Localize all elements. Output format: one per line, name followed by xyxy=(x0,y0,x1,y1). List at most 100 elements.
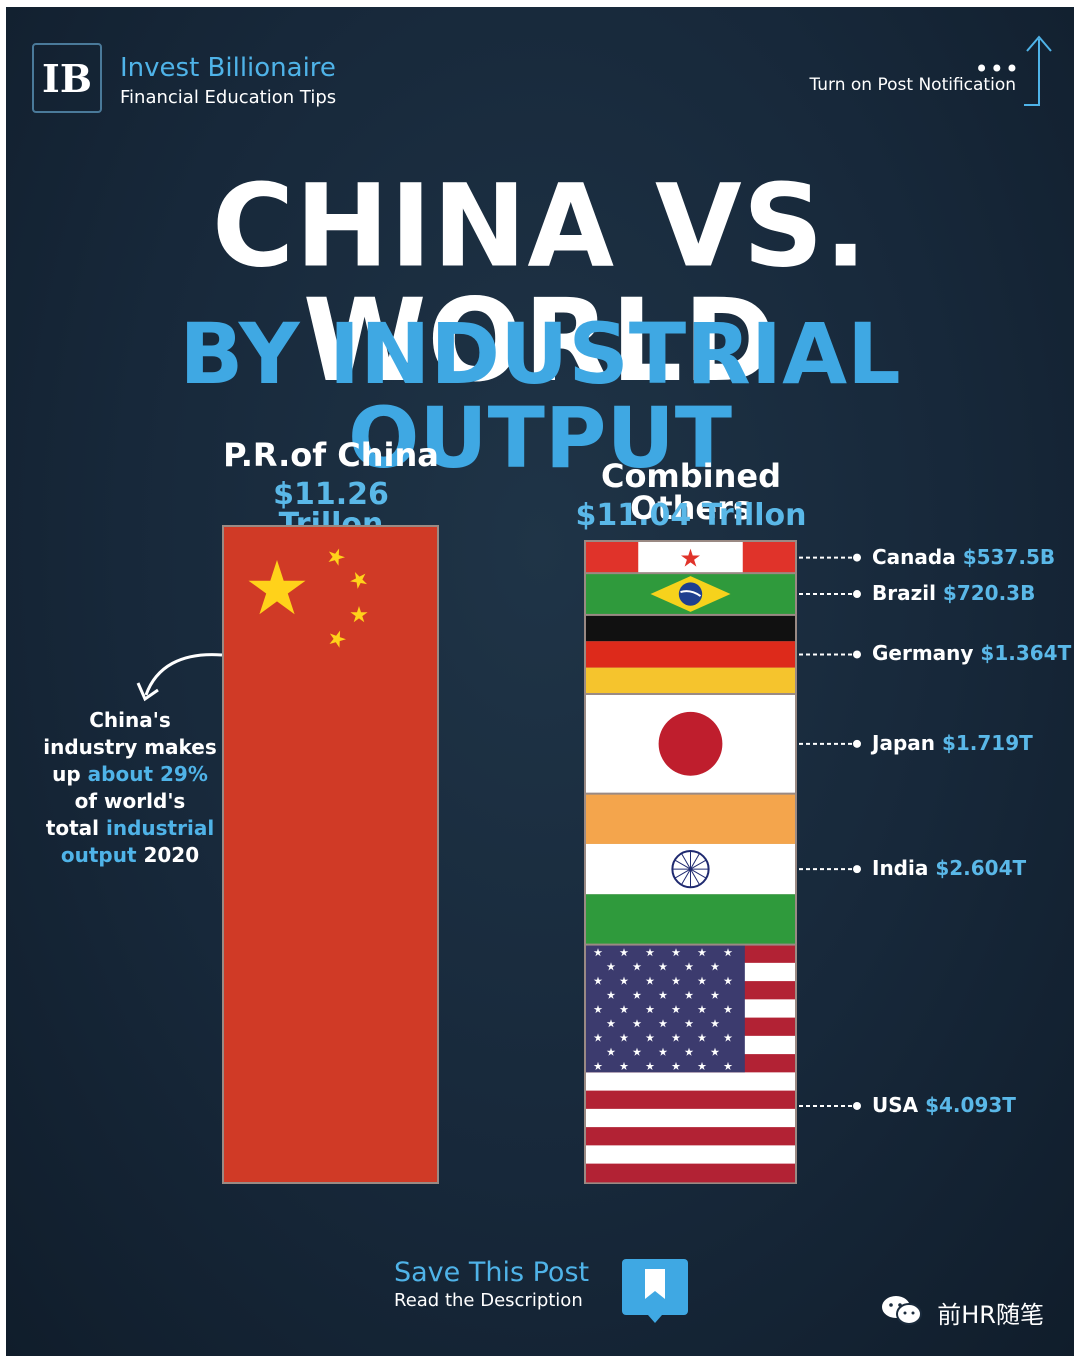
china-big-star xyxy=(248,560,306,615)
usa-star xyxy=(632,1047,642,1056)
usa-star xyxy=(671,1005,681,1014)
note-text: total xyxy=(45,816,100,840)
usa-star xyxy=(619,1061,629,1070)
usa-star xyxy=(619,1005,629,1014)
usa-star xyxy=(632,962,642,971)
brand-name: Invest Billionaire xyxy=(120,53,336,83)
watermark: 前HR随笔 xyxy=(937,1301,1044,1329)
segment-value: $1.364T xyxy=(980,641,1072,666)
logo-letter: IB xyxy=(42,55,92,101)
more-dots-icon: ••• xyxy=(974,55,1020,83)
title-line-1: CHINA VS. WORLD xyxy=(212,160,868,408)
usa-star xyxy=(593,976,603,985)
brazil-globe xyxy=(678,582,703,606)
chakra-spoke xyxy=(690,868,700,886)
maple-leaf-icon xyxy=(681,548,700,567)
usa-stripe xyxy=(586,1090,795,1110)
usa-star xyxy=(697,1061,707,1070)
segment-value: $537.5B xyxy=(962,544,1056,569)
usa-star xyxy=(697,1033,707,1042)
note-arrow-head xyxy=(136,682,159,702)
arrow-up-icon xyxy=(1024,35,1052,106)
connector-dot xyxy=(853,739,861,748)
chakra-spoke xyxy=(690,859,707,870)
usa-star xyxy=(645,1061,655,1070)
usa-star xyxy=(684,1019,694,1028)
usa-stripe xyxy=(586,1072,795,1092)
segment-divider xyxy=(586,572,795,575)
note-text: up xyxy=(52,762,81,786)
usa-star xyxy=(658,1019,668,1028)
chakra-spoke xyxy=(681,853,691,870)
usa-star xyxy=(593,1005,603,1014)
usa-star xyxy=(606,1047,616,1056)
segment-label-canada: Canada $537.5B xyxy=(872,547,1055,567)
brazil-band xyxy=(680,590,702,597)
note-highlight: about 29% xyxy=(87,762,208,786)
connector-dot xyxy=(853,865,861,874)
segment-name: USA xyxy=(872,1092,926,1117)
usa-stripe xyxy=(586,1127,795,1146)
usa-star xyxy=(671,1061,681,1070)
segment-value: $4.093T xyxy=(925,1092,1016,1117)
usa-star xyxy=(697,976,707,985)
usa-star xyxy=(710,1019,720,1028)
usa-star xyxy=(593,948,603,957)
china-small-star xyxy=(328,548,345,566)
read-description-text: Read the Description xyxy=(394,1290,583,1311)
usa-star xyxy=(593,1033,603,1042)
usa-star xyxy=(723,948,733,957)
save-post-text: Save This Post xyxy=(394,1257,590,1288)
segment-divider xyxy=(586,692,795,695)
note-text: 2020 xyxy=(143,843,200,867)
segment-divider xyxy=(586,943,795,946)
usa-star xyxy=(606,962,616,971)
usa-star xyxy=(658,990,668,999)
connector-dot xyxy=(853,1101,861,1110)
usa-star xyxy=(671,976,681,985)
segment-label-usa: USA $4.093T xyxy=(872,1095,1016,1115)
china-bar xyxy=(224,527,437,1182)
segment-value: $720.3B xyxy=(942,581,1036,606)
germany-stripe-gold xyxy=(586,667,795,694)
usa-star xyxy=(632,990,642,999)
usa-star xyxy=(645,948,655,957)
segment-divider xyxy=(586,792,795,795)
usa-star xyxy=(697,948,707,957)
usa-star xyxy=(645,1005,655,1014)
segment-name: Brazil xyxy=(872,581,943,606)
usa-star xyxy=(723,976,733,985)
note-arrow xyxy=(144,653,223,696)
usa-star xyxy=(619,1033,629,1042)
usa-star xyxy=(684,962,694,971)
usa-star xyxy=(619,976,629,985)
chakra-spoke xyxy=(674,859,691,870)
chakra-spoke xyxy=(690,868,707,879)
canada-stripe xyxy=(586,542,639,574)
segment-name: India xyxy=(872,856,936,881)
usa-star xyxy=(723,1061,733,1070)
infographic-panel: IB Invest Billionaire Financial Educatio… xyxy=(6,7,1074,1356)
germany-stripe-black xyxy=(586,614,795,642)
segment-divider xyxy=(586,613,795,616)
usa-star xyxy=(671,1033,681,1042)
connector-dot xyxy=(853,590,861,599)
segment-label-brazil: Brazil $720.3B xyxy=(872,583,1035,603)
usa-star xyxy=(710,1047,720,1056)
others-value: $11.04 Trillon xyxy=(575,498,807,533)
segment-label-japan: Japan $1.719T xyxy=(872,733,1033,753)
germany-stripe-red xyxy=(586,641,795,668)
china-small-star xyxy=(350,572,367,589)
brand-logo: IB xyxy=(32,43,102,113)
usa-star xyxy=(606,990,616,999)
usa-star xyxy=(684,1047,694,1056)
note-highlight: output xyxy=(60,843,137,867)
note-highlight: industrial xyxy=(106,816,215,840)
bookmark-icon[interactable] xyxy=(622,1259,688,1323)
usa-star xyxy=(684,990,694,999)
china-heading: P.R.of China xyxy=(223,436,439,474)
usa-star xyxy=(593,1061,603,1070)
brand-tagline: Financial Education Tips xyxy=(120,87,337,108)
usa-stripe xyxy=(586,1108,795,1128)
others-heading: Combined Others xyxy=(600,457,782,527)
